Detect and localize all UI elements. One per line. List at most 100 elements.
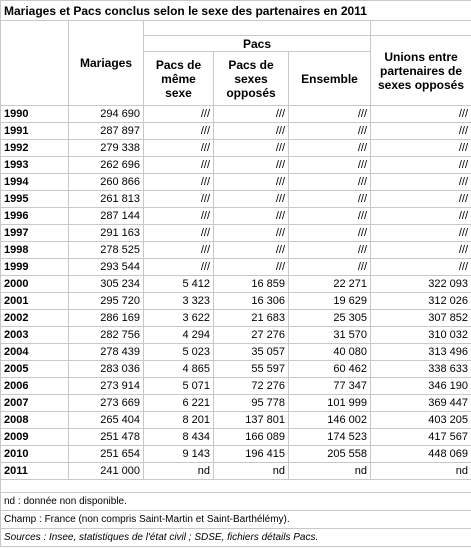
value-cell: 31 570 xyxy=(288,326,371,344)
value-cell: 251 478 xyxy=(68,428,144,446)
value-cell: 273 669 xyxy=(68,394,144,412)
value-cell: /// xyxy=(369,122,471,140)
year-cell: 1996 xyxy=(0,207,69,225)
value-cell: 287 144 xyxy=(68,207,144,225)
value-cell: 40 080 xyxy=(288,343,371,361)
value-cell: 448 069 xyxy=(369,445,471,463)
value-cell: /// xyxy=(143,241,214,259)
value-cell: 369 447 xyxy=(369,394,471,412)
value-cell: /// xyxy=(143,190,214,208)
data-row: 1997 291 163//////////// xyxy=(0,224,471,242)
value-cell: 286 169 xyxy=(68,309,144,327)
year-cell: 2004 xyxy=(0,343,69,361)
value-cell: 4 865 xyxy=(143,360,214,378)
value-cell: 310 032 xyxy=(369,326,471,344)
year-cell: 2009 xyxy=(0,428,69,446)
data-row: 2004 278 439 5 023 35 057 40 080 313 496 xyxy=(0,343,471,361)
value-cell: 403 205 xyxy=(369,411,471,429)
data-row: 2006 273 914 5 071 72 276 77 347 346 190 xyxy=(0,377,471,395)
value-cell: 77 347 xyxy=(288,377,371,395)
value-cell: 241 000 xyxy=(68,462,144,480)
value-cell: 72 276 xyxy=(213,377,289,395)
value-cell: /// xyxy=(288,105,371,123)
data-row: 2002 286 169 3 622 21 683 25 305 307 852 xyxy=(0,309,471,327)
value-cell: 8 434 xyxy=(143,428,214,446)
year-cell: 2007 xyxy=(0,394,69,412)
data-row: 1999 293 544//////////// xyxy=(0,258,471,276)
year-cell: 2003 xyxy=(0,326,69,344)
value-cell: 16 306 xyxy=(213,292,289,310)
value-cell: 313 496 xyxy=(369,343,471,361)
data-row: 2009 251 478 8 434 166 089 174 523 417 567 xyxy=(0,428,471,446)
title-row: Mariages et Pacs conclus selon le sexe d… xyxy=(0,0,471,21)
value-cell: 5 412 xyxy=(143,275,214,293)
value-cell: 262 696 xyxy=(68,156,144,174)
header-cell xyxy=(369,20,471,36)
value-cell: /// xyxy=(143,122,214,140)
value-cell: /// xyxy=(369,156,471,174)
year-cell: 1991 xyxy=(0,122,69,140)
note-row: Champ : France (non compris Saint-Martin… xyxy=(0,510,471,529)
value-cell: 307 852 xyxy=(369,309,471,327)
note: Champ : France (non compris Saint-Martin… xyxy=(0,510,471,529)
year-cell: 1997 xyxy=(0,224,69,242)
value-cell: nd xyxy=(213,462,289,480)
value-cell: 278 525 xyxy=(68,241,144,259)
value-cell: 95 778 xyxy=(213,394,289,412)
value-cell: /// xyxy=(143,207,214,225)
value-cell: 3 622 xyxy=(143,309,214,327)
year-cell: 2000 xyxy=(0,275,69,293)
data-row: 1990 294 690//////////// xyxy=(0,105,471,123)
year-cell: 1998 xyxy=(0,241,69,259)
value-cell: 60 462 xyxy=(288,360,371,378)
value-cell: 27 276 xyxy=(213,326,289,344)
value-cell: 35 057 xyxy=(213,343,289,361)
value-cell: /// xyxy=(288,190,371,208)
value-cell: /// xyxy=(213,224,289,242)
value-cell: 6 221 xyxy=(143,394,214,412)
value-cell: nd xyxy=(143,462,214,480)
data-row: 1991 287 897//////////// xyxy=(0,122,471,140)
value-cell: 278 439 xyxy=(68,343,144,361)
value-cell: 279 338 xyxy=(68,139,144,157)
year-cell: 1990 xyxy=(0,105,69,123)
value-cell: 166 089 xyxy=(213,428,289,446)
note: nd : donnée non disponible. xyxy=(0,492,471,511)
value-cell: 287 897 xyxy=(68,122,144,140)
data-row: 1995 261 813//////////// xyxy=(0,190,471,208)
year-cell: 1995 xyxy=(0,190,69,208)
data-row: 2001 295 720 3 323 16 306 19 629 312 026 xyxy=(0,292,471,310)
value-cell: 294 690 xyxy=(68,105,144,123)
value-cell: /// xyxy=(288,241,371,259)
value-cell: /// xyxy=(288,139,371,157)
value-cell: 8 201 xyxy=(143,411,214,429)
value-cell: 3 323 xyxy=(143,292,214,310)
data-row: 1992 279 338//////////// xyxy=(0,139,471,157)
value-cell: /// xyxy=(213,156,289,174)
year-cell: 1994 xyxy=(0,173,69,191)
value-cell: /// xyxy=(143,139,214,157)
header-cell: Pacs de sexes opposés xyxy=(213,51,289,106)
value-cell: 291 163 xyxy=(68,224,144,242)
data-row: 2005 283 036 4 865 55 597 60 462 338 633 xyxy=(0,360,471,378)
data-row: 2003 282 756 4 294 27 276 31 570 310 032 xyxy=(0,326,471,344)
value-cell: 322 093 xyxy=(369,275,471,293)
value-cell: /// xyxy=(288,122,371,140)
header-cell: Unions entre partenaires de sexes opposé… xyxy=(369,35,471,106)
value-cell: /// xyxy=(143,173,214,191)
header-cell: Pacs de même sexe xyxy=(143,51,214,106)
year-cell: 2002 xyxy=(0,309,69,327)
value-cell: /// xyxy=(288,207,371,225)
value-cell: 305 234 xyxy=(68,275,144,293)
year-cell: 2011 xyxy=(0,462,69,480)
value-cell: 4 294 xyxy=(143,326,214,344)
value-cell: /// xyxy=(213,190,289,208)
value-cell: 16 859 xyxy=(213,275,289,293)
value-cell: 338 633 xyxy=(369,360,471,378)
header-cell: Pacs xyxy=(143,35,371,52)
note-row: Sources : Insee, statistiques de l'état … xyxy=(0,528,471,547)
